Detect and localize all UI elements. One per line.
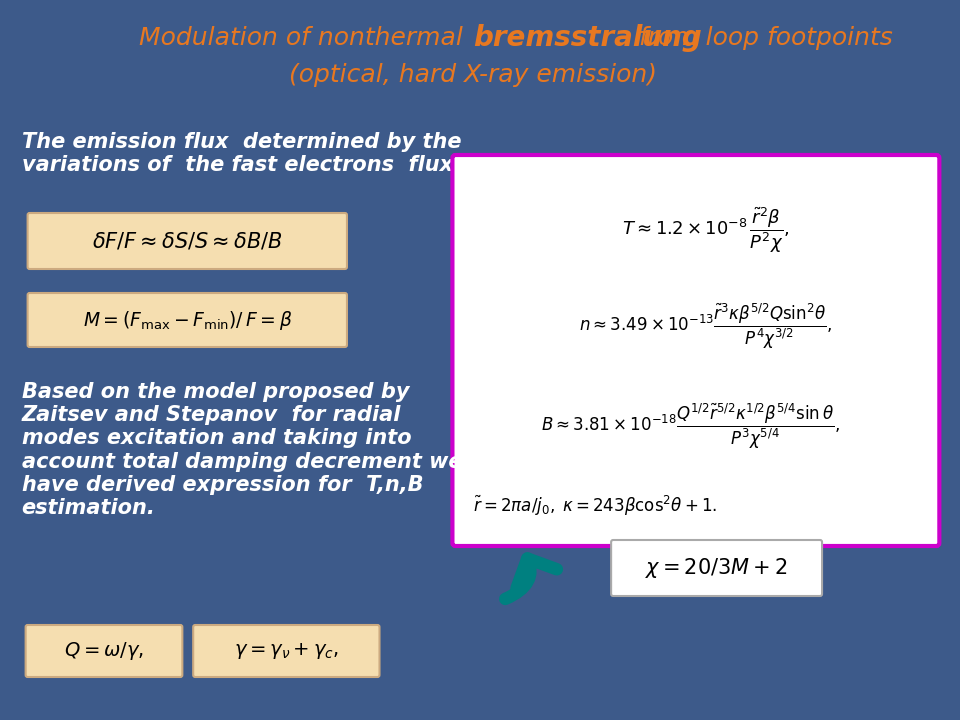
FancyBboxPatch shape: [452, 155, 939, 546]
Text: The emission flux  determined by the
variations of  the fast electrons  flux .: The emission flux determined by the vari…: [22, 132, 468, 175]
FancyBboxPatch shape: [26, 625, 182, 677]
Text: $B \approx 3.81 \times 10^{-18}\dfrac{Q^{1/2}\tilde{r}^{5/2}\kappa^{1/2}\beta^{5: $B \approx 3.81 \times 10^{-18}\dfrac{Q^…: [541, 401, 841, 451]
Text: $Q = \omega/\gamma,$: $Q = \omega/\gamma,$: [64, 640, 144, 662]
Text: from loop footpoints: from loop footpoints: [631, 26, 893, 50]
FancyArrowPatch shape: [505, 559, 557, 599]
Text: (optical, hard X-ray emission): (optical, hard X-ray emission): [289, 63, 658, 87]
Text: Based on the model proposed by
Zaitsev and Stepanov  for radial
modes excitation: Based on the model proposed by Zaitsev a…: [22, 382, 462, 518]
Text: Modulation of nonthermal: Modulation of nonthermal: [139, 26, 471, 50]
FancyBboxPatch shape: [28, 213, 347, 269]
Text: $\delta F/F \approx \delta S/S \approx \delta B/B$: $\delta F/F \approx \delta S/S \approx \…: [92, 230, 282, 251]
Text: $\chi = 20/3M + 2$: $\chi = 20/3M + 2$: [645, 556, 788, 580]
FancyBboxPatch shape: [28, 293, 347, 347]
FancyBboxPatch shape: [612, 540, 822, 596]
Text: $M = (F_{\max} - F_{\min})/\,F = \beta$: $M = (F_{\max} - F_{\min})/\,F = \beta$: [83, 308, 292, 331]
Text: $T \approx 1.2 \times 10^{-8}\,\dfrac{\tilde{r}^{2}\beta}{P^{2}\chi},$: $T \approx 1.2 \times 10^{-8}\,\dfrac{\t…: [622, 205, 789, 255]
Text: $\tilde{r} = 2\pi a/j_{0},\;\kappa = 243\beta\cos^{2}\!\theta + 1.$: $\tilde{r} = 2\pi a/j_{0},\;\kappa = 243…: [473, 494, 717, 518]
Text: bremsstralung: bremsstralung: [473, 24, 702, 52]
Text: $n \approx 3.49 \times 10^{-13}\dfrac{\tilde{r}^{3}\kappa\beta^{5/2}Q\sin^{2}\!\: $n \approx 3.49 \times 10^{-13}\dfrac{\t…: [579, 301, 832, 351]
Text: $\gamma = \gamma_{\nu} + \gamma_{c},$: $\gamma = \gamma_{\nu} + \gamma_{c},$: [234, 641, 339, 661]
FancyBboxPatch shape: [193, 625, 379, 677]
